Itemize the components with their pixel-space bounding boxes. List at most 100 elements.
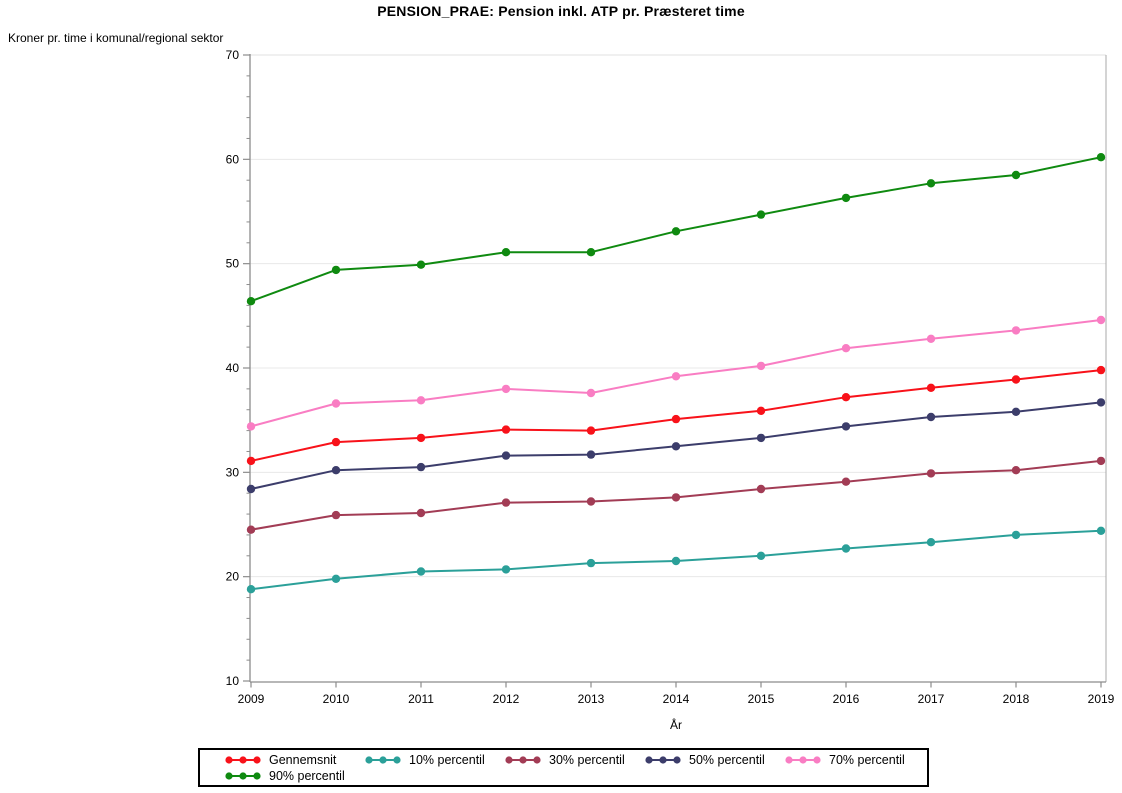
data-point <box>1096 315 1106 325</box>
data-point <box>756 433 766 443</box>
data-point <box>926 412 936 422</box>
x-tick-label: 2018 <box>1003 692 1030 706</box>
y-tick-label: 20 <box>226 570 240 584</box>
y-axis-unit-label: Kroner pr. time i komunal/regional sekto… <box>8 31 224 45</box>
legend-item-label: 30% percentil <box>549 753 625 767</box>
data-point <box>841 344 851 353</box>
x-tick-label: 2017 <box>918 692 945 706</box>
y-tick-label: 40 <box>226 361 240 375</box>
legend-marker-icon <box>505 756 541 764</box>
data-point <box>841 477 851 486</box>
data-point <box>1011 407 1021 416</box>
data-point <box>416 396 426 405</box>
data-point <box>501 425 511 434</box>
data-point <box>416 433 426 443</box>
series-50-percentil <box>246 398 1106 494</box>
legend-item-label: Gennemsnit <box>269 753 337 767</box>
data-point <box>756 406 766 415</box>
series-10-percentil <box>246 526 1106 594</box>
data-point <box>416 462 426 472</box>
data-point <box>1096 398 1106 407</box>
data-point <box>586 497 596 506</box>
data-point <box>586 248 596 257</box>
legend: Gennemsnit 10% percentil 30% percentil 50% … <box>198 748 929 787</box>
data-point <box>926 179 936 188</box>
data-point <box>501 248 511 257</box>
data-point <box>671 442 681 451</box>
data-point <box>501 565 511 574</box>
y-tick-label: 50 <box>226 257 240 271</box>
legend-marker-icon <box>225 756 261 764</box>
data-point <box>841 422 851 431</box>
legend-item: 10% percentil <box>364 752 504 768</box>
data-point <box>246 297 256 306</box>
data-point <box>331 265 341 275</box>
data-point <box>841 544 851 553</box>
data-point <box>671 556 681 566</box>
data-point <box>246 484 256 494</box>
x-tick-label: 2015 <box>748 692 775 706</box>
data-point <box>1096 365 1106 375</box>
data-point <box>586 558 596 568</box>
data-point <box>331 437 341 447</box>
x-tick-label: 2014 <box>663 692 690 706</box>
legend-item-label: 10% percentil <box>409 753 485 767</box>
legend-item-label: 50% percentil <box>689 753 765 767</box>
data-point <box>501 384 511 394</box>
data-point <box>586 388 596 398</box>
data-point <box>1096 526 1106 535</box>
y-tick-label: 10 <box>226 674 240 688</box>
x-tick-label: 2013 <box>578 692 605 706</box>
data-point <box>756 361 766 371</box>
data-point <box>841 193 851 203</box>
data-point <box>416 260 426 269</box>
x-axis: 2009 2010 2011 2012 2013 2014 2015 2016 2017 2018… <box>238 682 1115 732</box>
data-point <box>331 510 341 520</box>
data-point <box>671 227 681 236</box>
x-tick-label: 2019 <box>1088 692 1115 706</box>
x-tick-label: 2016 <box>833 692 860 706</box>
data-point <box>756 551 766 560</box>
series-30-percentil <box>246 456 1106 534</box>
data-point <box>756 210 766 219</box>
data-point <box>246 525 256 534</box>
data-point <box>671 414 681 424</box>
data-point <box>416 567 426 576</box>
x-tick-label: 2012 <box>493 692 520 706</box>
data-point <box>416 508 426 518</box>
y-tick-label: 60 <box>226 152 240 166</box>
data-point <box>1096 153 1106 162</box>
data-point <box>1011 326 1021 335</box>
data-point <box>1011 530 1021 540</box>
data-point <box>841 393 851 402</box>
data-point <box>246 585 256 594</box>
series-70-percentil <box>246 315 1106 431</box>
data-point <box>926 383 936 392</box>
data-point <box>586 450 596 459</box>
legend-item: 90% percentil <box>224 768 364 784</box>
data-point <box>671 493 681 502</box>
data-point <box>1011 466 1021 475</box>
data-point <box>331 574 341 583</box>
legend-item-label: 70% percentil <box>829 753 905 767</box>
data-point <box>671 372 681 381</box>
data-point <box>246 456 256 466</box>
chart-title: PENSION_PRAE: Pension inkl. ATP pr. Præs… <box>377 3 745 19</box>
series-gennemsnit <box>246 365 1106 466</box>
legend-item: 70% percentil <box>784 752 924 768</box>
data-point <box>1011 170 1021 180</box>
y-tick-label: 70 <box>226 48 240 62</box>
data-point <box>331 466 341 475</box>
y-tick-label: 30 <box>226 465 240 479</box>
data-point <box>331 399 341 408</box>
legend-item: Gennemsnit <box>224 752 364 768</box>
data-point <box>1011 375 1021 384</box>
data-point <box>926 334 936 343</box>
legend-marker-icon <box>225 772 261 780</box>
legend-marker-icon <box>645 756 681 764</box>
legend-marker-icon <box>785 756 821 764</box>
data-point <box>501 498 511 507</box>
legend-marker-icon <box>365 756 401 764</box>
